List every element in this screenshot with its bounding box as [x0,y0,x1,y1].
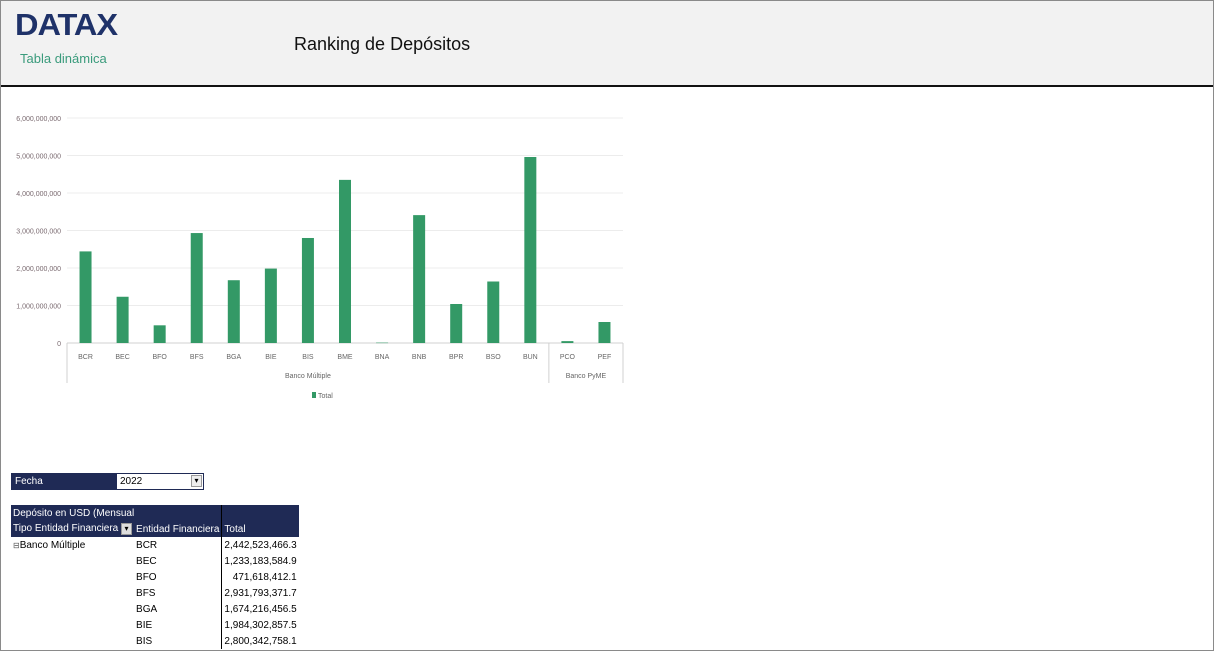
table-row: BGA 1,674,216,456.5 [11,601,299,617]
entity-cell: BFO [136,571,157,583]
legend-swatch [312,392,316,398]
bar-BFO [153,325,166,343]
col-entidad-header: Entidad Financiera [134,521,222,537]
empty-cell [11,553,134,569]
bar-BME [339,179,351,343]
subtitle: Tabla dinámica [20,51,107,66]
table-row: ⊟Banco Múltiple BCR 2,442,523,466.3 [11,537,299,553]
group-label: Banco PyME [566,373,607,380]
bar-BEC [116,296,129,343]
total-cell: 1,674,216,456.5 [221,601,299,617]
filter-icon[interactable]: ▾ [191,475,202,487]
entity-cell: BIS [136,635,153,647]
bar-BUN [524,157,537,343]
bar-BSO [487,281,500,343]
table-row: BIS 2,800,342,758.1 [11,633,299,649]
entity-cell: BCR [136,539,158,551]
y-tick-label: 0 [57,341,61,348]
entity-cell: BFS [136,587,156,599]
x-tick-label: BIE [265,354,277,361]
col-total-header: Total [221,521,299,537]
bar-BIS [301,237,314,343]
x-tick-label: PCO [560,354,576,361]
x-tick-label: BUN [523,354,538,361]
empty-cell [11,585,134,601]
x-tick-label: BSO [486,354,501,361]
x-tick-label: BGA [226,354,241,361]
header: DATAX Tabla dinámica Ranking de Depósito… [1,1,1213,87]
total-cell: 471,618,412.1 [221,569,299,585]
blank-header [221,505,299,521]
group-label: Banco Múltiple [19,539,86,551]
entity-cell: BEC [136,555,157,567]
entity-cell: BIE [136,619,153,631]
x-tick-label: BCR [78,354,93,361]
y-tick-label: 4,000,000,000 [16,191,61,198]
x-tick-label: BNA [375,354,390,361]
filter-value[interactable]: 2022 ▾ [117,474,203,489]
filter-icon[interactable]: ▾ [121,523,133,535]
deposits-bar-chart: 0 1,000,000,000 2,000,000,000 3,000,000,000… [16,116,624,400]
empty-cell [11,569,134,585]
bar-BIE [264,268,277,343]
datax-logo: DATAX [15,7,118,42]
empty-cell [11,633,134,649]
entity-cell: BGA [136,603,158,615]
group-cell[interactable]: ⊟Banco Múltiple [11,537,134,553]
legend-label: Total [318,393,333,400]
x-tick-label: BME [337,354,353,361]
table-row: BFS 2,931,793,371.7 [11,585,299,601]
y-tick-label: 5,000,000,000 [16,154,61,161]
filter-value-text: 2022 [120,476,143,487]
y-tick-label: 6,000,000,000 [16,116,61,123]
table-row: BFO 471,618,412.1 [11,569,299,585]
table-row: BIE 1,984,302,857.5 [11,617,299,633]
total-cell: 1,233,183,584.9 [221,553,299,569]
total-cell: 1,984,302,857.5 [221,617,299,633]
bar-PCO [561,341,574,343]
y-tick-label: 2,000,000,000 [16,266,61,273]
y-tick-label: 3,000,000,000 [16,229,61,236]
filter-label: Fecha [12,474,117,489]
bar-PEF [598,322,611,343]
x-tick-label: BNB [412,354,427,361]
bar-BCR [79,251,92,343]
col-tipo-label: Tipo Entidad Financiera [13,523,119,534]
collapse-icon[interactable]: ⊟ [13,540,20,550]
x-tick-label: BFS [190,354,204,361]
measure-header: Depósito en USD (Mensual [11,505,222,521]
y-tick-label: 1,000,000,000 [16,304,61,311]
page-title: Ranking de Depósitos [294,34,471,54]
empty-cell [11,617,134,633]
bar-BNB [413,215,426,343]
total-cell: 2,800,342,758.1 [221,633,299,649]
x-tick-label: PEF [598,354,612,361]
x-tick-label: BPR [449,354,463,361]
bar-BGA [227,280,240,343]
table-row: BEC 1,233,183,584.9 [11,553,299,569]
fecha-filter[interactable]: Fecha 2022 ▾ [11,473,204,490]
bar-BNA [376,342,389,344]
x-tick-label: BFO [152,354,167,361]
group-label: Banco Múltiple [285,373,331,380]
col-tipo-header[interactable]: Tipo Entidad Financiera ▾ [11,521,135,537]
bar-BPR [450,304,463,343]
pivot-table: Depósito en USD (Mensual Tipo Entidad Fi… [11,505,299,649]
bar-BFS [190,233,203,343]
total-cell: 2,931,793,371.7 [221,585,299,601]
x-tick-label: BIS [302,354,314,361]
empty-cell [11,601,134,617]
total-cell: 2,442,523,466.3 [221,537,299,553]
x-tick-label: BEC [115,354,129,361]
